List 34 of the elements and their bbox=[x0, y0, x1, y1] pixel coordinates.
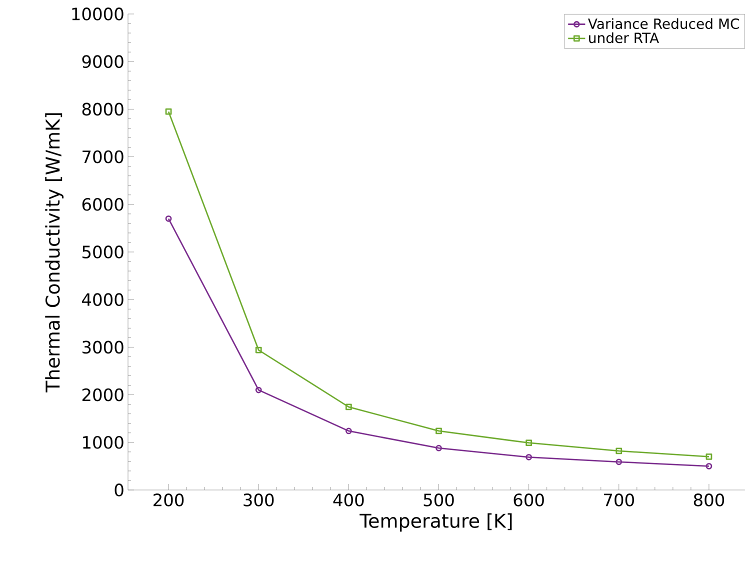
y-tick-label: 8000 bbox=[82, 102, 124, 116]
point bbox=[616, 448, 622, 454]
y-tick-label: 3000 bbox=[82, 340, 124, 354]
x-tick-label: 400 bbox=[333, 494, 364, 506]
x-tick-label: 500 bbox=[424, 494, 454, 506]
y-tick-label: 10000 bbox=[72, 8, 124, 20]
y-tick-label: 1000 bbox=[83, 436, 124, 449]
y-tick-label: 9000 bbox=[82, 55, 124, 68]
y-tick-label: 5000 bbox=[82, 246, 124, 258]
point bbox=[526, 440, 532, 446]
point bbox=[526, 454, 532, 460]
y-tick-label: 2000 bbox=[82, 388, 124, 402]
point bbox=[706, 453, 712, 460]
point bbox=[345, 404, 352, 410]
legend-label: Variance Reduced MC bbox=[588, 18, 740, 30]
y-tick-label: 6000 bbox=[82, 198, 124, 211]
point bbox=[436, 444, 442, 452]
y-axis-title: Thermal Conductivity [W/mK] bbox=[45, 113, 64, 392]
x-tick-label: 300 bbox=[244, 494, 274, 506]
x-tick-label: 800 bbox=[694, 494, 724, 506]
point bbox=[255, 386, 262, 394]
x-tick-label: 600 bbox=[514, 494, 544, 506]
x-axis-title: Temperature [K] bbox=[360, 513, 512, 532]
x-tick-label: 700 bbox=[604, 494, 634, 506]
y-tick-label: 7000 bbox=[82, 150, 124, 164]
y-tick-label: 0 bbox=[114, 484, 124, 496]
point bbox=[165, 108, 172, 115]
point bbox=[616, 458, 622, 466]
x-tick-label: 200 bbox=[154, 494, 184, 506]
point bbox=[255, 346, 262, 354]
y-tick-label: 4000 bbox=[82, 293, 124, 306]
point bbox=[436, 428, 442, 434]
point bbox=[345, 428, 352, 434]
legend-label: under RTA bbox=[589, 32, 659, 44]
